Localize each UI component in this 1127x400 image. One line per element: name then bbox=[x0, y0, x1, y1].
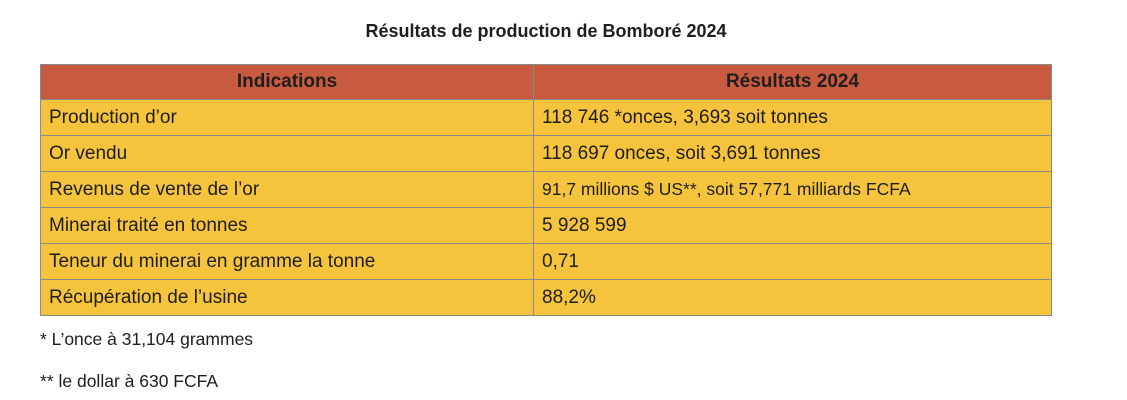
table-row: Teneur du minerai en gramme la tonne 0,7… bbox=[40, 243, 1052, 280]
indication-cell: Revenus de vente de l’or bbox=[40, 171, 534, 208]
header-results-2024: Résultats 2024 bbox=[533, 64, 1052, 100]
result-cell: 118 746 *onces, 3,693 soit tonnes bbox=[533, 99, 1052, 136]
indication-cell: Récupération de l’usine bbox=[40, 279, 534, 316]
footnote-dollar: ** le dollar à 630 FCFA bbox=[40, 371, 219, 391]
indication-cell: Teneur du minerai en gramme la tonne bbox=[40, 243, 534, 280]
result-cell: 118 697 onces, soit 3,691 tonnes bbox=[533, 135, 1052, 172]
result-cell: 88,2% bbox=[533, 279, 1052, 316]
result-cell: 0,71 bbox=[533, 243, 1052, 280]
page-title: Résultats de production de Bomboré 2024 bbox=[365, 21, 727, 41]
table-row: Revenus de vente de l’or 91,7 millions $… bbox=[40, 171, 1052, 208]
header-indications: Indications bbox=[40, 64, 534, 100]
footnote-ounce: * L’once à 31,104 grammes bbox=[40, 329, 254, 349]
table-row: Production d’or 118 746 *onces, 3,693 so… bbox=[40, 99, 1052, 136]
table-row: Récupération de l’usine 88,2% bbox=[40, 279, 1052, 316]
table-row: Minerai traité en tonnes 5 928 599 bbox=[40, 207, 1052, 244]
indication-cell: Production d’or bbox=[40, 99, 534, 136]
table-header-row: Indications Résultats 2024 bbox=[40, 64, 1052, 100]
result-cell: 91,7 millions $ US**, soit 57,771 millia… bbox=[533, 171, 1052, 208]
results-table: Indications Résultats 2024 Production d’… bbox=[40, 64, 1052, 316]
indication-cell: Or vendu bbox=[40, 135, 534, 172]
result-cell: 5 928 599 bbox=[533, 207, 1052, 244]
indication-cell: Minerai traité en tonnes bbox=[40, 207, 534, 244]
table-row: Or vendu 118 697 onces, soit 3,691 tonne… bbox=[40, 135, 1052, 172]
